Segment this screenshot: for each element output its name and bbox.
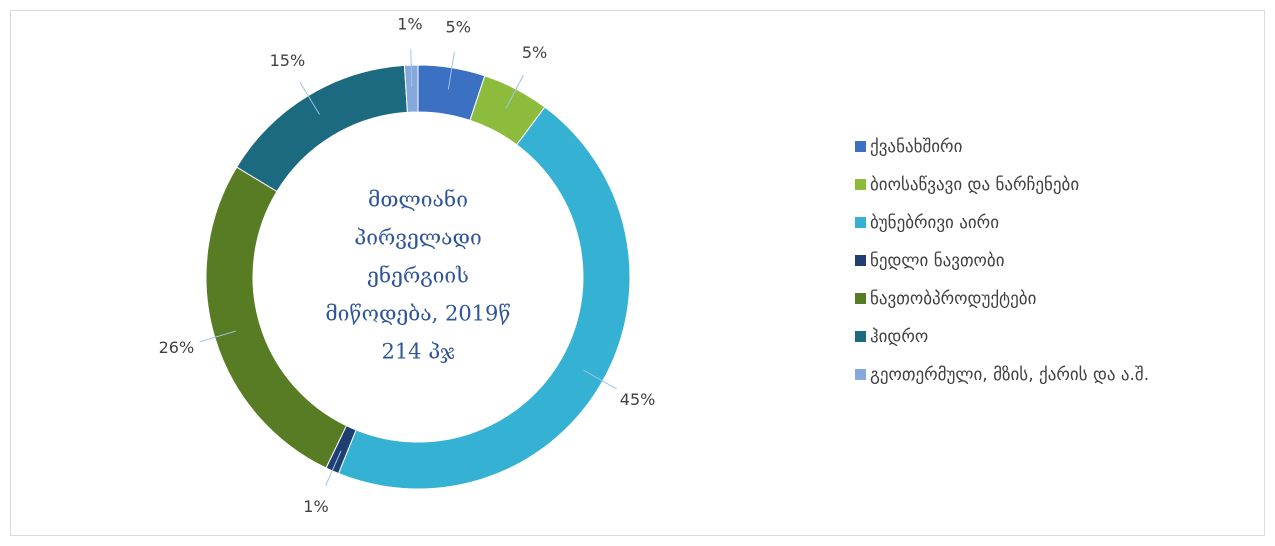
legend-swatch bbox=[855, 217, 866, 228]
legend-swatch bbox=[855, 293, 866, 304]
center-text: მიწოდება, 2019წ bbox=[325, 302, 510, 326]
doughnut-segment bbox=[337, 106, 631, 490]
leader-line bbox=[505, 74, 524, 109]
chart-frame bbox=[10, 10, 1265, 536]
leader-line bbox=[583, 369, 617, 390]
legend-label: ბუნებრივი აირი bbox=[870, 213, 999, 233]
data-label: 26% bbox=[159, 338, 195, 357]
legend-swatch bbox=[855, 369, 866, 380]
legend-label: ნედლი ნავთობი bbox=[870, 251, 1005, 271]
center-text: პირველადი bbox=[354, 226, 482, 250]
data-label: 45% bbox=[620, 390, 656, 409]
legend-label: გეოთერმული, მზის, ქარის და ა.შ. bbox=[870, 365, 1149, 385]
data-label: 1% bbox=[397, 15, 422, 34]
legend-label: ქვანახშირი bbox=[870, 137, 962, 157]
legend-swatch bbox=[855, 179, 866, 190]
legend-label: ჰიდრო bbox=[870, 327, 928, 347]
legend-swatch bbox=[855, 141, 866, 152]
leader-line bbox=[199, 330, 236, 343]
leader-line bbox=[410, 49, 413, 88]
legend-label: ბიოსაწვავი და ნარჩენები bbox=[870, 175, 1079, 195]
center-text: 214 პჯ bbox=[381, 340, 454, 364]
leader-line bbox=[447, 51, 455, 90]
center-text: მთლიანი bbox=[368, 188, 468, 212]
data-label: 1% bbox=[303, 497, 328, 516]
doughnut-segment bbox=[403, 64, 419, 113]
center-text: ენერგიის bbox=[367, 264, 469, 288]
legend-label: ნავთობპროდუქტები bbox=[870, 289, 1036, 309]
legend-swatch bbox=[855, 255, 866, 266]
data-label: 15% bbox=[270, 51, 306, 70]
leader-line bbox=[325, 450, 342, 486]
leader-line bbox=[299, 81, 320, 115]
data-label: 5% bbox=[522, 43, 547, 62]
legend-swatch bbox=[855, 331, 866, 342]
data-label: 5% bbox=[446, 18, 471, 37]
